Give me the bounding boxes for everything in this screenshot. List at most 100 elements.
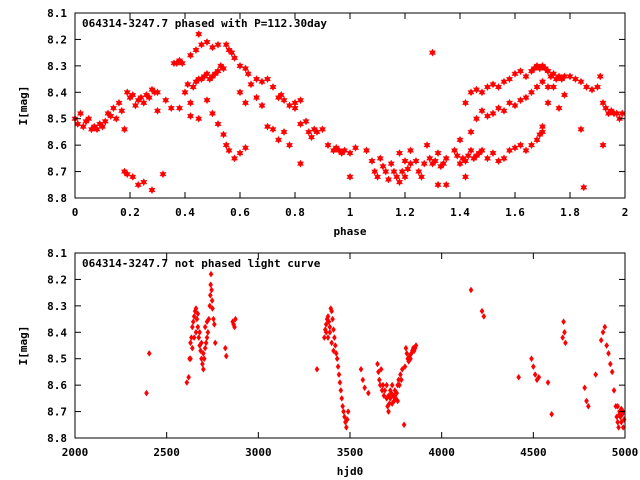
phased-data-point [580, 183, 588, 192]
phased-data-point [79, 122, 87, 131]
phased-data-point [423, 141, 431, 150]
unphased-data-point [381, 392, 387, 400]
unphased-data-point [203, 339, 209, 347]
phased-xtick-label: 0 [72, 206, 79, 219]
unphased-data-point [615, 418, 621, 426]
phased-data-point [123, 170, 131, 179]
phased-data-point [583, 82, 590, 92]
phased-data-point [242, 143, 249, 152]
phased-data-point [346, 172, 354, 181]
unphased-data-point [205, 328, 211, 336]
unphased-data-point [201, 355, 207, 363]
unphased-data-point [204, 334, 210, 341]
phased-data-point [297, 159, 304, 168]
unphased-data-point [200, 365, 206, 373]
unphased-data-point [194, 315, 200, 323]
unphased-xtick-label: 4500 [520, 446, 547, 459]
phased-data-point [387, 159, 395, 168]
phased-data-point [374, 172, 381, 181]
phased-data-point [77, 109, 84, 118]
unphased-data-point [336, 371, 342, 378]
phased-data-point [184, 80, 192, 89]
phased-xtick-label: 0.8 [285, 206, 305, 219]
phased-data-point [404, 164, 412, 173]
unphased-data-point [332, 342, 338, 349]
phased-data-point [500, 154, 508, 163]
phased-data-point [533, 135, 541, 144]
unphased-data-point [617, 410, 622, 418]
unphased-data-point [197, 328, 203, 336]
unphased-ticks: 2000 2500 3000 3500 4000 4500 5000 8.1 8.2 8.3 8.4… [47, 247, 638, 459]
phased-data-point [539, 127, 546, 136]
phased-data-point [473, 85, 480, 94]
phased-data-point [599, 141, 607, 150]
phased-data-point [522, 146, 530, 155]
unphased-data-point [195, 310, 201, 318]
unphased-data-point [325, 313, 331, 320]
phased-data-point [368, 156, 376, 166]
phased-data-point [203, 96, 211, 105]
phased-xtick-label: 1.6 [505, 206, 525, 219]
phased-data-point [522, 72, 530, 81]
unphased-data-point [399, 365, 405, 373]
unphased-data-point [338, 387, 344, 394]
phased-data-point [214, 119, 222, 129]
phased-data-point [231, 53, 238, 62]
unphased-data-point [144, 389, 149, 397]
unphased-ytick-label: 8.2 [47, 273, 67, 286]
phased-data-point [376, 154, 384, 163]
unphased-xtick-label: 2000 [62, 446, 89, 459]
unphased-data-point [331, 347, 336, 355]
unphased-data-point [207, 291, 213, 299]
phased-data-point [550, 82, 557, 92]
unphased-data-point [195, 323, 201, 331]
unphased-data-point [204, 318, 210, 326]
phased-data-point [478, 146, 486, 155]
phased-data-point [253, 75, 260, 84]
phased-data-point [189, 82, 197, 92]
unphased-data-point [389, 381, 395, 389]
unphased-data-point [232, 323, 237, 331]
phased-data-point [555, 104, 563, 113]
phased-xtick-label: 1.8 [560, 206, 580, 219]
phased-data-point [154, 88, 161, 97]
unphased-data-point [189, 323, 195, 331]
unphased-xtick-label: 4000 [428, 446, 455, 459]
phased-data-point [596, 72, 604, 81]
unphased-data-point [208, 270, 214, 278]
phased-data-point [178, 59, 186, 68]
unphased-data-point [198, 347, 203, 355]
unphased-data-point [616, 424, 621, 431]
unphased-data-point [384, 381, 390, 389]
unphased-data-point [618, 418, 624, 426]
phased-data-point [159, 170, 167, 179]
phased-data-point [352, 143, 359, 152]
unphased-data-point [191, 334, 197, 341]
unphased-data-point [337, 379, 343, 386]
unphased-data-point [330, 315, 335, 323]
phased-data-point [588, 85, 596, 94]
phased-data-point [431, 156, 439, 166]
phased-data-point [517, 141, 524, 150]
phased-data-point [484, 154, 491, 163]
unphased-y-axis-label: I[mag] [17, 326, 30, 366]
phased-ytick-label: 8.2 [47, 33, 67, 46]
unphased-data-point [529, 355, 534, 363]
unphased-xtick-label: 2500 [153, 446, 180, 459]
phased-data-point [467, 146, 475, 155]
phased-data-point [440, 159, 447, 168]
unphased-chart-title: 064314-3247.7 not phased light curve [82, 257, 321, 270]
unphased-data-point [190, 318, 196, 326]
phased-data-point [167, 104, 175, 113]
phased-xtick-label: 1 [347, 206, 354, 219]
unphased-ytick-label: 8.8 [47, 432, 67, 445]
unphased-data-point [360, 376, 366, 384]
unphased-data-point [146, 350, 152, 357]
phased-data-point [467, 127, 475, 136]
unphased-data-point [209, 286, 214, 294]
unphased-data-point [222, 344, 228, 352]
unphased-data-point [200, 360, 205, 368]
unphased-data-point [401, 421, 407, 429]
phased-data-point [118, 106, 126, 115]
unphased-data-point [604, 342, 610, 349]
